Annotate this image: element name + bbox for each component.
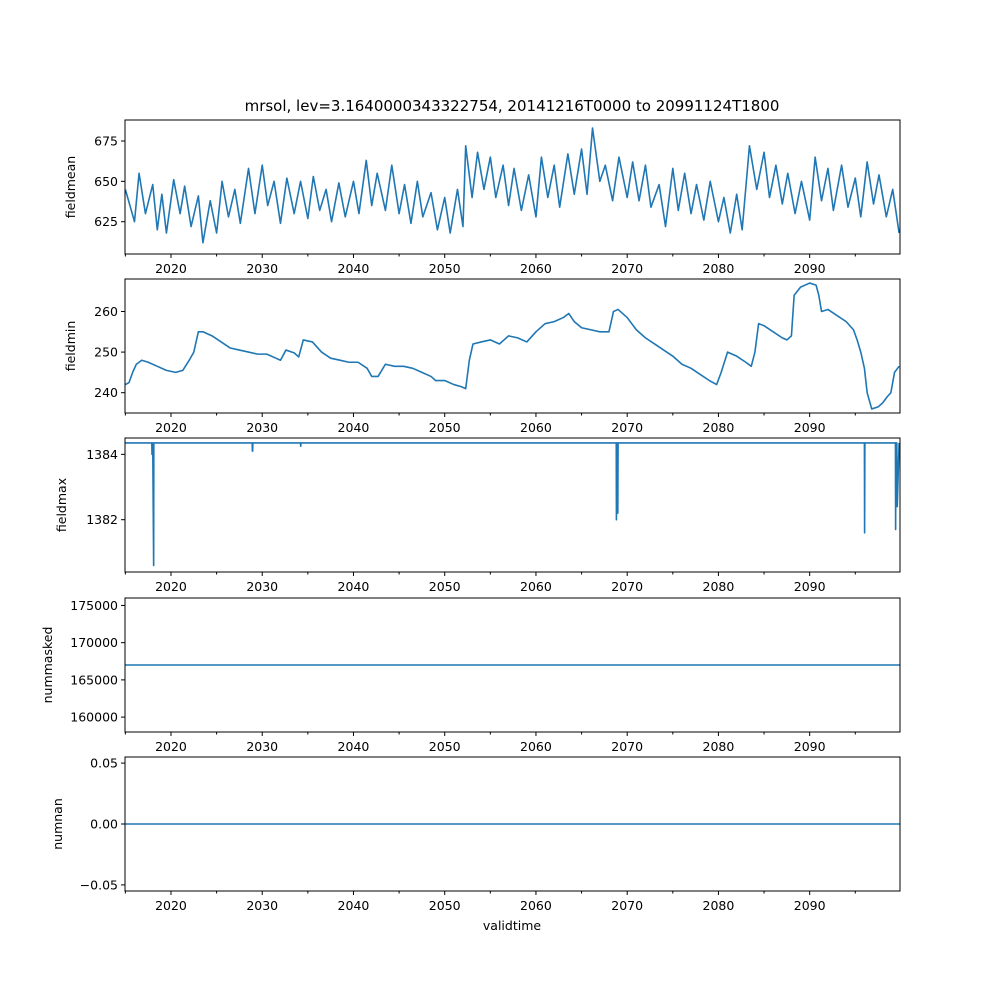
x-tick-label: 2090 xyxy=(794,898,826,913)
panel-fieldmean: 2020 2030 2040 2050 2060 2070 2080 2090 625 650 67… xyxy=(63,119,901,276)
axes-frame xyxy=(124,278,901,414)
x-tick-label: 2030 xyxy=(246,261,278,276)
y-tick-label: 160000 xyxy=(70,710,118,725)
axes-frame xyxy=(124,597,901,733)
chart-title: mrsol, lev=3.1640000343322754, 20141216T… xyxy=(245,97,780,115)
x-tick-label: 2050 xyxy=(429,579,461,594)
x-tick-label: 2090 xyxy=(794,420,826,435)
axes-frame xyxy=(124,437,901,573)
y-tick-label: 1384 xyxy=(86,447,118,462)
y-axis-label: fieldmax xyxy=(54,478,69,532)
x-tick-label: 2050 xyxy=(429,898,461,913)
x-tick-label: 2080 xyxy=(703,420,735,435)
x-tick-label: 2040 xyxy=(338,898,370,913)
x-tick-label: 2080 xyxy=(703,898,735,913)
series-line-fieldmax xyxy=(125,442,900,567)
x-tick-label: 2070 xyxy=(611,420,643,435)
axes-frame xyxy=(124,119,901,255)
x-tick-label: 2060 xyxy=(520,739,552,754)
x-tick-label: 2070 xyxy=(611,739,643,754)
x-tick-label: 2040 xyxy=(338,739,370,754)
x-tick-label: 2080 xyxy=(703,579,735,594)
y-tick-label: 625 xyxy=(94,214,118,229)
series-line-fieldmean xyxy=(125,127,900,244)
x-tick-label: 2020 xyxy=(155,420,187,435)
x-tick-label: 2030 xyxy=(246,739,278,754)
y-tick-label: 240 xyxy=(94,385,118,400)
panel-fieldmin: 2020 2030 2040 2050 2060 2070 2080 2090 240 250 26… xyxy=(63,278,901,435)
x-tick-label: 2070 xyxy=(611,898,643,913)
x-tick-label: 2040 xyxy=(338,579,370,594)
x-axis-label: validtime xyxy=(483,918,541,933)
x-tick-label: 2020 xyxy=(155,898,187,913)
panel-numnan: 2020 2030 2040 2050 2060 2070 2080 2090 −0.05 0.0… xyxy=(50,756,901,913)
x-tick-label: 2060 xyxy=(520,898,552,913)
y-tick-label: −0.05 xyxy=(80,877,118,892)
x-tick-label: 2070 xyxy=(611,579,643,594)
x-tick-label: 2090 xyxy=(794,261,826,276)
x-tick-label: 2060 xyxy=(520,579,552,594)
x-tick-label: 2030 xyxy=(246,579,278,594)
y-tick-label: 165000 xyxy=(70,672,118,687)
y-axis-label: nummasked xyxy=(40,627,55,704)
y-tick-label: 0.05 xyxy=(90,756,118,771)
x-tick-label: 2050 xyxy=(429,420,461,435)
x-tick-label: 2080 xyxy=(703,739,735,754)
y-tick-label: 675 xyxy=(94,133,118,148)
x-tick-label: 2090 xyxy=(794,579,826,594)
x-tick-label: 2060 xyxy=(520,261,552,276)
y-tick-label: 650 xyxy=(94,174,118,189)
x-tick-label: 2050 xyxy=(429,739,461,754)
y-tick-label: 250 xyxy=(94,345,118,360)
panel-fieldmax: 2020 2030 2040 2050 2060 2070 2080 2090 1382 1384… xyxy=(54,437,901,594)
y-tick-label: 260 xyxy=(94,304,118,319)
x-tick-label: 2050 xyxy=(429,261,461,276)
x-tick-label: 2020 xyxy=(155,739,187,754)
y-axis-label: fieldmean xyxy=(63,156,78,218)
y-tick-label: 1382 xyxy=(86,512,118,527)
x-tick-label: 2030 xyxy=(246,898,278,913)
x-tick-label: 2020 xyxy=(155,261,187,276)
x-tick-label: 2040 xyxy=(338,261,370,276)
y-axis-label: numnan xyxy=(50,798,65,850)
y-tick-label: 175000 xyxy=(70,598,118,613)
x-tick-label: 2090 xyxy=(794,739,826,754)
panel-nummasked: 2020 2030 2040 2050 2060 2070 2080 2090 160000 16… xyxy=(40,597,901,754)
x-tick-label: 2040 xyxy=(338,420,370,435)
y-axis-label: fieldmin xyxy=(63,321,78,372)
y-tick-label: 170000 xyxy=(70,635,118,650)
x-tick-label: 2060 xyxy=(520,420,552,435)
x-tick-label: 2080 xyxy=(703,261,735,276)
series-line-fieldmin xyxy=(125,282,900,410)
x-tick-label: 2070 xyxy=(611,261,643,276)
x-tick-label: 2030 xyxy=(246,420,278,435)
y-tick-label: 0.00 xyxy=(90,817,118,832)
x-tick-label: 2020 xyxy=(155,579,187,594)
